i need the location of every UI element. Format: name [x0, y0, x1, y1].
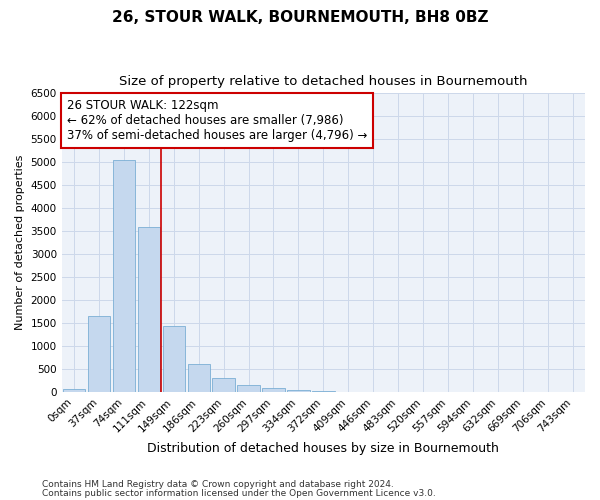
Bar	[262, 388, 285, 392]
Bar	[238, 385, 260, 392]
Bar	[212, 378, 235, 392]
Text: Contains public sector information licensed under the Open Government Licence v3: Contains public sector information licen…	[42, 488, 436, 498]
X-axis label: Distribution of detached houses by size in Bournemouth: Distribution of detached houses by size …	[148, 442, 499, 455]
Bar	[137, 226, 160, 392]
Text: 26, STOUR WALK, BOURNEMOUTH, BH8 0BZ: 26, STOUR WALK, BOURNEMOUTH, BH8 0BZ	[112, 10, 488, 25]
Title: Size of property relative to detached houses in Bournemouth: Size of property relative to detached ho…	[119, 75, 527, 88]
Y-axis label: Number of detached properties: Number of detached properties	[15, 155, 25, 330]
Bar	[287, 390, 310, 392]
Text: Contains HM Land Registry data © Crown copyright and database right 2024.: Contains HM Land Registry data © Crown c…	[42, 480, 394, 489]
Bar	[63, 389, 85, 392]
Bar	[163, 326, 185, 392]
Bar	[188, 364, 210, 392]
Bar	[113, 160, 135, 392]
Bar	[88, 316, 110, 392]
Text: 26 STOUR WALK: 122sqm
← 62% of detached houses are smaller (7,986)
37% of semi-d: 26 STOUR WALK: 122sqm ← 62% of detached …	[67, 100, 367, 142]
